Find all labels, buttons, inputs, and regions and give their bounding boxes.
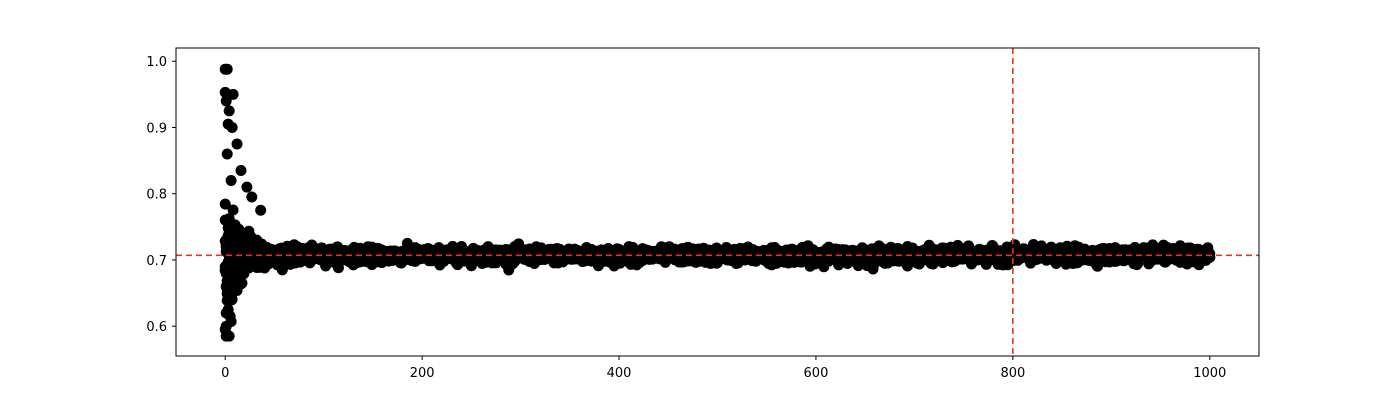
data-point bbox=[231, 138, 243, 150]
y-tick-label: 0.6 bbox=[146, 320, 167, 335]
data-point bbox=[221, 148, 233, 160]
data-point bbox=[227, 88, 239, 100]
data-point bbox=[223, 105, 235, 117]
y-tick-label: 0.9 bbox=[146, 121, 167, 136]
data-points bbox=[219, 63, 1216, 342]
x-axis: 0 200 400 600 800 1000 bbox=[221, 356, 1226, 381]
data-point bbox=[235, 165, 247, 177]
x-tick-label: 200 bbox=[410, 366, 435, 381]
plot-frame bbox=[175, 47, 1260, 357]
data-point bbox=[219, 198, 231, 210]
reference-lines bbox=[176, 48, 1259, 356]
y-axis: 0.6 0.7 0.8 0.9 1.0 bbox=[146, 55, 176, 335]
data-point bbox=[241, 181, 253, 193]
x-tick-label: 0 bbox=[221, 366, 229, 381]
x-tick-label: 800 bbox=[1000, 366, 1025, 381]
data-point bbox=[246, 191, 258, 203]
data-point bbox=[220, 95, 232, 107]
data-point bbox=[225, 174, 237, 186]
y-tick-label: 1.0 bbox=[146, 55, 167, 70]
data-point bbox=[223, 330, 235, 342]
data-point bbox=[224, 310, 236, 322]
data-point bbox=[236, 277, 248, 289]
data-point bbox=[224, 288, 236, 300]
x-tick-label: 1000 bbox=[1193, 366, 1226, 381]
y-tick-label: 0.8 bbox=[146, 188, 167, 203]
data-point bbox=[255, 204, 267, 216]
x-tick-label: 600 bbox=[804, 366, 829, 381]
data-point bbox=[226, 121, 238, 133]
x-tick-label: 400 bbox=[607, 366, 632, 381]
data-point bbox=[221, 63, 233, 75]
data-point bbox=[1204, 251, 1216, 263]
y-tick-label: 0.7 bbox=[146, 254, 167, 269]
data-point bbox=[227, 204, 239, 216]
